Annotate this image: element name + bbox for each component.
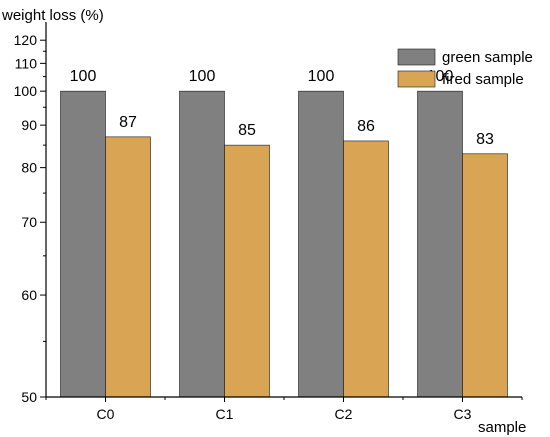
y-axis-title: weight loss (%)	[1, 7, 104, 24]
x-tick-label-C1: C1	[216, 406, 234, 422]
bar-fired-sample-C3	[462, 153, 508, 398]
y-tick-label-90: 90	[21, 117, 37, 133]
y-tick-label-50: 50	[21, 389, 37, 405]
legend-swatch-green-sample	[397, 48, 436, 66]
axes: 50 60 70 80 90 100 110 120 C0 C1 C2 C3	[14, 22, 523, 422]
y-tick-label-60: 60	[21, 287, 37, 303]
bar-green-sample-C2	[298, 90, 344, 398]
legend-label-fired-sample: fired sample	[442, 71, 524, 88]
data-label-green-sample-C2: 100	[308, 68, 335, 85]
legend-swatch-fired-sample	[397, 70, 436, 88]
x-tick-label-C0: C0	[97, 406, 115, 422]
data-label-fired-sample-C1: 85	[238, 122, 256, 139]
y-tick-label-70: 70	[21, 214, 37, 230]
x-axis-title: sample	[478, 419, 526, 436]
legend-label-green-sample: green sample	[442, 49, 533, 66]
data-label-green-sample-C1: 100	[189, 68, 216, 85]
x-tick-label-C3: C3	[454, 406, 472, 422]
y-tick-label-100: 100	[14, 83, 38, 99]
bar-green-sample-C0	[60, 90, 106, 398]
bar-fired-sample-C0	[105, 136, 151, 398]
data-label-green-sample-C0: 100	[70, 68, 97, 85]
bar-fired-sample-C2	[343, 140, 389, 398]
data-label-fired-sample-C2: 86	[357, 118, 375, 135]
y-tick-label-80: 80	[21, 160, 37, 176]
y-tick-label-120: 120	[14, 32, 38, 48]
data-label-fired-sample-C0: 87	[119, 114, 137, 131]
legend: green sample fired sample	[397, 48, 533, 88]
bar-green-sample-C3	[417, 90, 463, 398]
x-tick-label-C2: C2	[335, 406, 353, 422]
bar-green-sample-C1	[179, 90, 225, 398]
data-label-fired-sample-C3: 83	[476, 131, 494, 148]
y-tick-label-110: 110	[15, 55, 38, 71]
bar-fired-sample-C1	[224, 144, 270, 398]
